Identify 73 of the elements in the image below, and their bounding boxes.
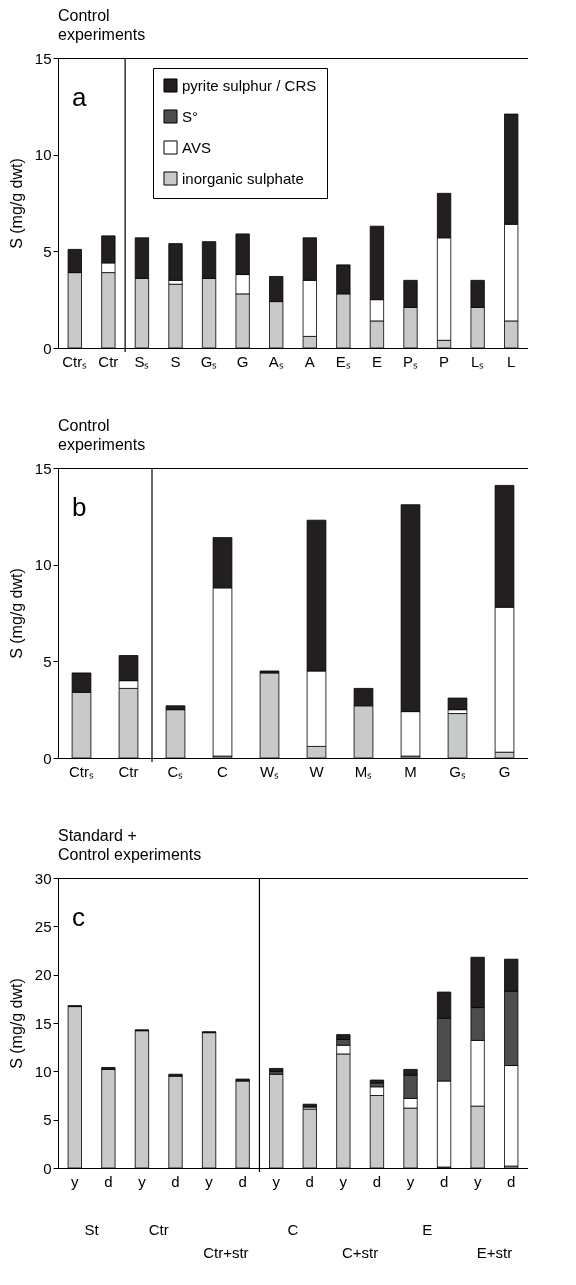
- x-tick-label: Cₛ: [167, 762, 184, 780]
- y-tick-label: 0: [43, 1159, 52, 1177]
- y-tick-label: 0: [43, 339, 52, 357]
- x-tick-label: Gₛ: [200, 352, 218, 370]
- legend-label: S°: [182, 107, 199, 125]
- y-tick-label: 5: [43, 652, 52, 670]
- legend-label: AVS: [182, 138, 211, 156]
- text: E: [422, 1221, 433, 1238]
- text: C: [287, 1221, 299, 1238]
- x-tick-label: d: [372, 1172, 382, 1190]
- x-tick-label: y: [138, 1172, 147, 1190]
- x-tick-label: Ctr: [98, 352, 119, 370]
- x-tick-label: Eₛ: [335, 352, 351, 370]
- y-axis-title: S (mg/g dwt): [7, 978, 25, 1069]
- y-tick-label: 0: [43, 749, 52, 767]
- annotation: c: [72, 902, 85, 932]
- x-tick-label: M: [404, 762, 417, 780]
- x-tick-label: d: [507, 1172, 516, 1190]
- x-tick-label: L: [507, 352, 516, 370]
- x-tick-label: S: [170, 352, 181, 370]
- annotation: a: [72, 82, 87, 112]
- x-tick-label: Aₛ: [268, 352, 284, 370]
- x-tick-label: d: [171, 1172, 180, 1190]
- chart-title: Control experiments: [58, 7, 146, 43]
- x-tick-label: Ctrₛ: [62, 352, 88, 370]
- x-tick-label: W: [309, 762, 325, 780]
- x-tick-label: Gₛ: [449, 762, 466, 780]
- text: Ctr+str: [203, 1244, 249, 1261]
- y-tick-label: 25: [34, 917, 52, 935]
- x-tick-label: y: [71, 1172, 80, 1190]
- y-tick-label: 5: [43, 1111, 52, 1129]
- annotation: b: [72, 492, 87, 522]
- x-tick-label: Ctr: [118, 762, 139, 780]
- y-tick-label: 10: [34, 556, 52, 574]
- x-tick-label: Mₛ: [354, 762, 373, 780]
- text: C+str: [342, 1244, 379, 1261]
- legend-label: pyrite sulphur / CRS: [182, 76, 317, 94]
- x-tick-label: y: [339, 1172, 348, 1190]
- x-tick-label: E: [371, 352, 382, 370]
- x-tick-label: G: [236, 352, 249, 370]
- x-tick-label: G: [498, 762, 511, 780]
- x-tick-label: Sₛ: [134, 352, 150, 370]
- x-tick-label: y: [205, 1172, 214, 1190]
- x-tick-label: Pₛ: [402, 352, 419, 370]
- y-tick-label: 15: [34, 459, 52, 477]
- x-tick-label: d: [305, 1172, 314, 1190]
- x-tick-label: d: [104, 1172, 113, 1190]
- x-tick-label: Wₛ: [259, 762, 280, 780]
- chart-title: Standard + Control experiments: [58, 827, 202, 863]
- y-tick-label: 10: [34, 146, 52, 164]
- x-tick-label: y: [406, 1172, 415, 1190]
- x-tick-label: A: [304, 352, 315, 370]
- x-tick-label: d: [439, 1172, 449, 1190]
- text: St: [84, 1221, 100, 1238]
- y-axis-title: S (mg/g dwt): [7, 158, 25, 249]
- text: E+str: [476, 1244, 513, 1261]
- legend-label: inorganic sulphate: [182, 169, 304, 187]
- x-tick-label: y: [473, 1172, 482, 1190]
- x-tick-label: d: [238, 1172, 247, 1190]
- y-tick-label: 20: [34, 966, 52, 984]
- x-tick-label: Ctrₛ: [69, 762, 94, 780]
- x-tick-label: Lₛ: [470, 352, 485, 370]
- y-tick-label: 5: [43, 242, 52, 260]
- y-tick-label: 10: [34, 1062, 52, 1080]
- text: Ctr: [148, 1221, 169, 1238]
- y-tick-label: 30: [34, 869, 52, 887]
- x-tick-label: y: [272, 1172, 281, 1190]
- chart-title: Control experiments: [58, 417, 146, 453]
- y-tick-label: 15: [34, 49, 52, 67]
- x-tick-label: P: [439, 352, 450, 370]
- y-axis-title: S (mg/g dwt): [7, 568, 25, 659]
- x-tick-label: C: [217, 762, 229, 780]
- y-tick-label: 15: [34, 1014, 52, 1032]
